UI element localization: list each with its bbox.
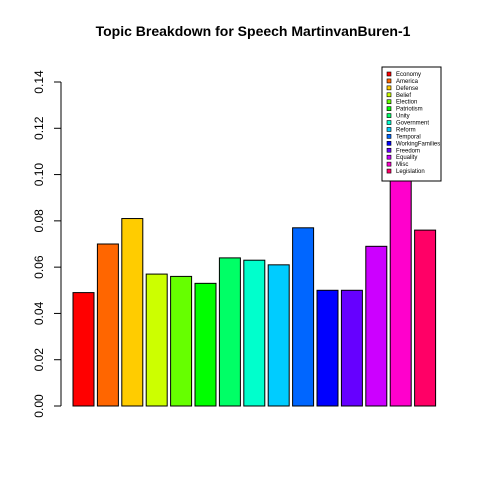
legend-swatch: [386, 141, 392, 146]
bar-belief: [145, 273, 168, 407]
legend-swatch: [386, 106, 392, 111]
legend-swatch: [386, 168, 392, 174]
y-tick-label: 0.06: [32, 255, 46, 279]
legend-label: Unity: [396, 114, 410, 120]
legend-swatch: [386, 92, 392, 98]
legend-label: Government: [396, 121, 429, 127]
bar-government: [243, 259, 266, 407]
bar-equality: [365, 245, 388, 407]
legend-swatch: [386, 161, 392, 167]
legend-swatch: [386, 154, 392, 160]
legend-swatch: [386, 113, 392, 118]
legend-label: Belief: [396, 93, 411, 99]
bar-economy: [72, 292, 95, 407]
legend-swatch: [386, 127, 392, 132]
bar-unity: [218, 257, 241, 407]
legend-swatch: [386, 78, 392, 84]
bar-election: [170, 275, 193, 407]
y-tick-label: 0.08: [32, 209, 46, 233]
legend-label: America: [396, 79, 419, 85]
bar-temporal: [292, 227, 315, 407]
legend-swatch: [386, 85, 392, 91]
bar-defense: [121, 218, 144, 407]
legend-swatch: [386, 99, 392, 105]
legend-label: Legislation: [396, 169, 425, 175]
bar-legislation: [414, 229, 437, 407]
bars: [72, 148, 437, 407]
legend-label: Misc: [396, 162, 408, 168]
bar-workingfamilies: [316, 289, 339, 407]
chart-title: Topic Breakdown for Speech MartinvanBure…: [96, 23, 411, 39]
bar-patriotism: [194, 282, 217, 407]
legend-swatch: [386, 120, 392, 125]
y-tick-label: 0.04: [32, 301, 46, 325]
legend-box: [381, 66, 442, 182]
y-tick-label: 0.14: [32, 70, 46, 94]
legend-label: Freedom: [396, 148, 420, 154]
y-tick-label: 0.02: [32, 348, 46, 372]
legend-label: Reform: [396, 127, 416, 133]
legend-swatch: [386, 71, 392, 77]
legend-label: Equality: [396, 155, 417, 161]
bar-misc: [389, 148, 412, 407]
bar-freedom: [340, 289, 363, 407]
y-tick-label: 0.12: [32, 116, 46, 140]
y-axis: 0.00 0.02 0.04 0.06 0.08 0.10 0.12 0.14: [32, 70, 62, 418]
legend: EconomyAmericaDefenseBeliefElectionPatri…: [381, 66, 442, 182]
bar-reform: [267, 264, 290, 407]
legend-label: Defense: [396, 86, 419, 92]
legend-label: Economy: [396, 72, 421, 78]
bar-america: [96, 243, 119, 407]
y-tick-label: 0.10: [32, 163, 46, 187]
legend-label: WorkingFamilies: [396, 141, 440, 147]
y-tick-label: 0.00: [32, 394, 46, 418]
legend-swatch: [386, 147, 392, 153]
legend-label: Patriotism: [396, 107, 423, 113]
legend-swatch: [386, 134, 392, 139]
legend-label: Temporal: [396, 134, 421, 140]
legend-label: Election: [396, 100, 417, 106]
